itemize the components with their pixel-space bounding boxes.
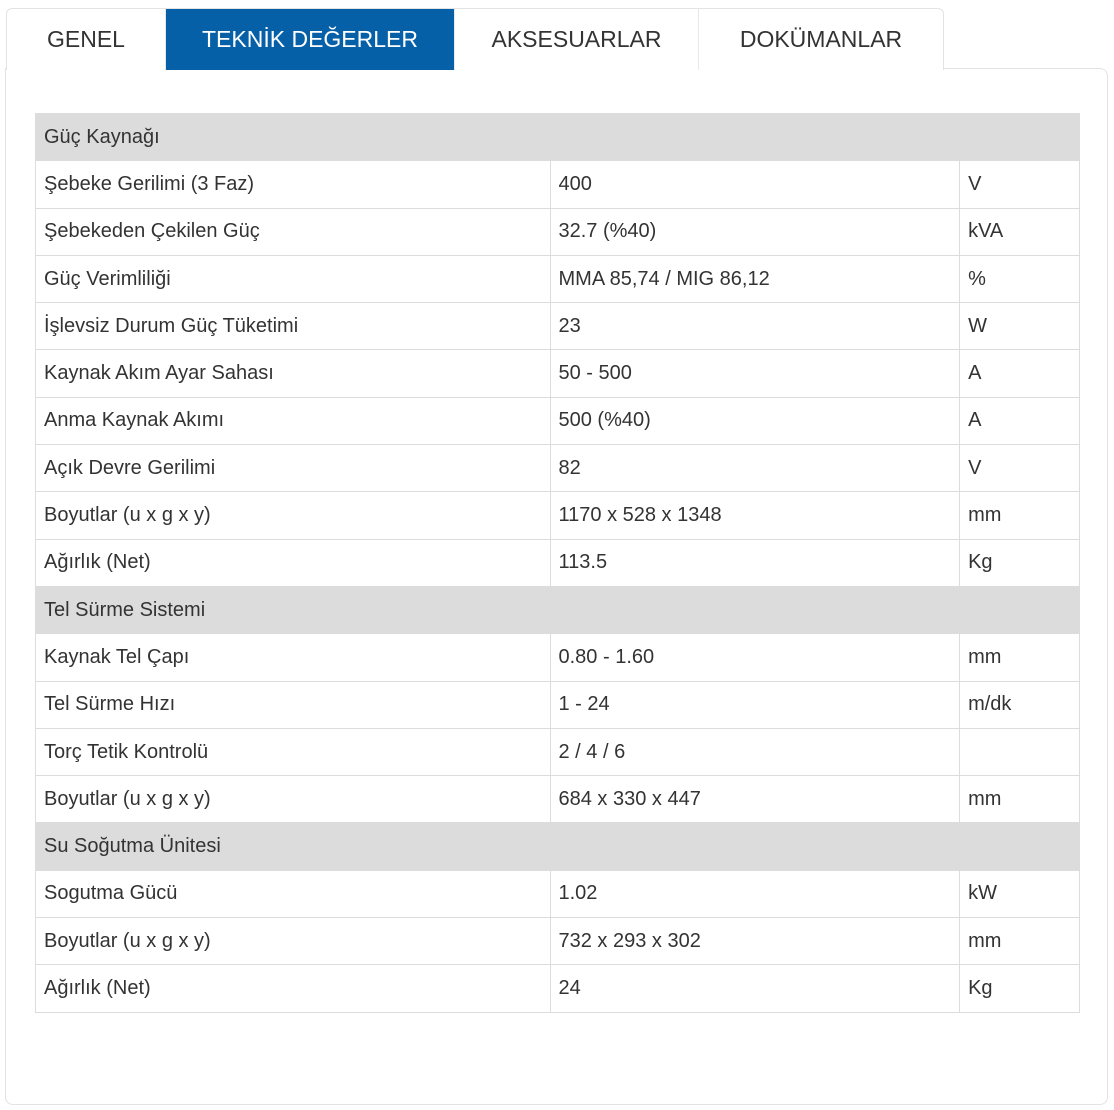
spec-unit: mm	[959, 775, 1080, 824]
spec-value: 32.7 (%40)	[549, 207, 961, 256]
spec-name: Boyutlar (u x g x y)	[35, 491, 551, 540]
table-row: Boyutlar (u x g x y) 732 x 293 x 302 mm	[35, 917, 1080, 966]
spec-unit: A	[959, 396, 1080, 446]
spec-value: 24	[549, 964, 961, 1013]
spec-name: Boyutlar (u x g x y)	[35, 775, 551, 824]
spec-value: 23	[549, 302, 961, 351]
spec-name: Ağırlık (Net)	[35, 538, 551, 587]
spec-name: Anma Kaynak Akımı	[35, 396, 551, 446]
table-row: İşlevsiz Durum Güç Tüketimi 23 W	[35, 302, 1080, 351]
spec-name: Güç Verimliliği	[35, 254, 551, 304]
section-header-row: Su Soğutma Ünitesi	[35, 822, 1080, 871]
spec-unit: mm	[959, 491, 1080, 540]
spec-name: Torç Tetik Kontrolü	[35, 727, 551, 777]
section-header-row: Tel Sürme Sistemi	[35, 585, 1080, 635]
spec-value: 500 (%40)	[549, 396, 961, 446]
spec-name: Tel Sürme Hızı	[35, 680, 551, 729]
spec-value: 0.80 - 1.60	[549, 633, 961, 682]
tab-aksesuarlar[interactable]: AKSESUARLAR	[455, 9, 699, 70]
spec-unit: m/dk	[959, 680, 1080, 729]
spec-unit: Kg	[959, 538, 1080, 587]
table-row: Ağırlık (Net) 24 Kg	[35, 964, 1080, 1013]
table-row: Anma Kaynak Akımı 500 (%40) A	[35, 396, 1080, 446]
tab-bar: GENEL TEKNİK DEĞERLER AKSESUARLAR DOKÜMA…	[6, 8, 944, 70]
spec-unit: Kg	[959, 964, 1080, 1013]
table-row: Kaynak Tel Çapı 0.80 - 1.60 mm	[35, 633, 1080, 682]
spec-unit: V	[959, 444, 1080, 493]
section-title: Güç Kaynağı	[35, 112, 1080, 162]
spec-value: 732 x 293 x 302	[549, 917, 961, 966]
tab-dokumanlar[interactable]: DOKÜMANLAR	[739, 26, 903, 52]
table-row: Şebeke Gerilimi (3 Faz) 400 V	[35, 160, 1080, 209]
spec-value: 113.5	[549, 538, 961, 587]
spec-unit: mm	[959, 633, 1080, 682]
spec-name: Şebekeden Çekilen Güç	[35, 207, 551, 256]
table-row: Sogutma Gücü 1.02 kW	[35, 869, 1080, 919]
table-row: Açık Devre Gerilimi 82 V	[35, 444, 1080, 493]
spec-unit: mm	[959, 917, 1080, 966]
spec-value: 2 / 4 / 6	[549, 727, 961, 777]
section-header-row: Güç Kaynağı	[35, 112, 1080, 162]
section-title: Tel Sürme Sistemi	[35, 585, 1080, 635]
spec-value: 82	[549, 444, 961, 493]
spec-unit: kW	[959, 869, 1080, 919]
table-row: Kaynak Akım Ayar Sahası 50 - 500 A	[35, 349, 1080, 398]
spec-unit: %	[959, 254, 1080, 304]
spec-name: Açık Devre Gerilimi	[35, 444, 551, 493]
table-row: Ağırlık (Net) 113.5 Kg	[35, 538, 1080, 587]
spec-value: 684 x 330 x 447	[549, 775, 961, 824]
table-row: Boyutlar (u x g x y) 1170 x 528 x 1348 mm	[35, 491, 1080, 540]
spec-name: Ağırlık (Net)	[35, 964, 551, 1013]
spec-unit: kVA	[959, 207, 1080, 256]
table-row: Güç Verimliliği MMA 85,74 / MIG 86,12%	[35, 254, 1080, 304]
section-title: Su Soğutma Ünitesi	[35, 822, 1080, 871]
spec-value: MMA 85,74 / MIG 86,12	[549, 254, 961, 304]
tab-teknik-degerler[interactable]: TEKNİK DEĞERLER	[166, 9, 455, 70]
spec-value: 1.02	[549, 869, 961, 919]
spec-name: Kaynak Akım Ayar Sahası	[35, 349, 551, 398]
spec-value: 50 - 500	[549, 349, 961, 398]
spec-value: 1 - 24	[549, 680, 961, 729]
table-row: Boyutlar (u x g x y) 684 x 330 x 447 mm	[35, 775, 1080, 824]
spec-table: Güç Kaynağı Şebeke Gerilimi (3 Faz) 400 V Şe…	[35, 112, 1080, 1013]
spec-name: Kaynak Tel Çapı	[35, 633, 551, 682]
spec-unit: W	[959, 302, 1080, 351]
table-row: Şebekeden Çekilen Güç 32.7 (%40) kVA	[35, 207, 1080, 256]
spec-name: Boyutlar (u x g x y)	[35, 917, 551, 966]
spec-value: 400	[549, 160, 961, 209]
spec-name: İşlevsiz Durum Güç Tüketimi	[35, 302, 551, 351]
spec-value: 1170 x 528 x 1348	[549, 491, 961, 540]
spec-unit	[959, 727, 1080, 777]
spec-unit: A	[959, 349, 1080, 398]
table-row: Torç Tetik Kontrolü 2 / 4 / 6	[35, 727, 1080, 777]
tab-genel[interactable]: GENEL	[7, 9, 166, 70]
table-row: Tel Sürme Hızı 1 - 24 m/dk	[35, 680, 1080, 729]
spec-unit: V	[959, 160, 1080, 209]
spec-name: Sogutma Gücü	[35, 869, 551, 919]
spec-name: Şebeke Gerilimi (3 Faz)	[35, 160, 551, 209]
